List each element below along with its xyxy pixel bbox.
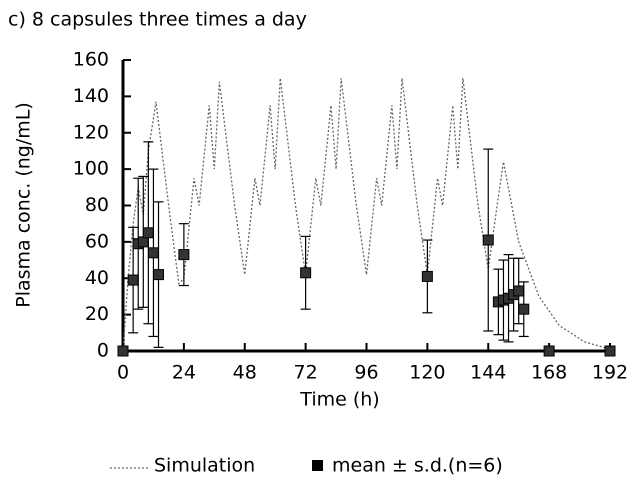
y-tick-label: 80 (85, 194, 109, 216)
y-tick-label: 0 (97, 340, 109, 362)
mean-marker (178, 249, 190, 261)
y-tick-label: 20 (85, 303, 109, 325)
legend-marker (312, 460, 323, 471)
mean-marker (127, 274, 139, 286)
mean-marker (117, 345, 129, 357)
x-tick-label: 192 (592, 362, 628, 384)
mean-marker (421, 270, 433, 282)
y-tick-label: 160 (73, 49, 109, 71)
x-tick-label: 144 (470, 362, 506, 384)
x-tick-label: 120 (409, 362, 445, 384)
y-tick-label: 40 (85, 267, 109, 289)
x-axis-label: Time (h) (299, 389, 379, 411)
y-tick-label: 100 (73, 158, 109, 180)
mean-marker (142, 227, 154, 239)
mean-marker (300, 267, 312, 279)
x-tick-label: 96 (354, 362, 378, 384)
mean-marker (153, 269, 165, 281)
mean-marker (543, 345, 555, 357)
simulation-line (122, 78, 611, 352)
x-tick-label: 72 (294, 362, 318, 384)
x-tick-label: 48 (233, 362, 257, 384)
chart-title: c) 8 capsules three times a day (8, 9, 307, 31)
y-tick-label: 140 (73, 85, 109, 107)
mean-marker (137, 236, 149, 248)
x-tick-label: 24 (172, 362, 196, 384)
mean-marker (518, 303, 530, 315)
mean-marker (482, 234, 494, 246)
legend-label: mean ± s.d.(n=6) (332, 455, 503, 477)
y-tick-label: 120 (73, 121, 109, 143)
x-tick-label: 0 (117, 362, 129, 384)
mean-marker (147, 247, 159, 259)
legend-label: Simulation (154, 455, 255, 477)
mean-marker (604, 345, 616, 357)
x-tick-label: 168 (531, 362, 567, 384)
y-tick-label: 60 (85, 230, 109, 252)
y-axis-label: Plasma conc. (ng/mL) (13, 102, 35, 308)
mean-marker (513, 285, 525, 297)
